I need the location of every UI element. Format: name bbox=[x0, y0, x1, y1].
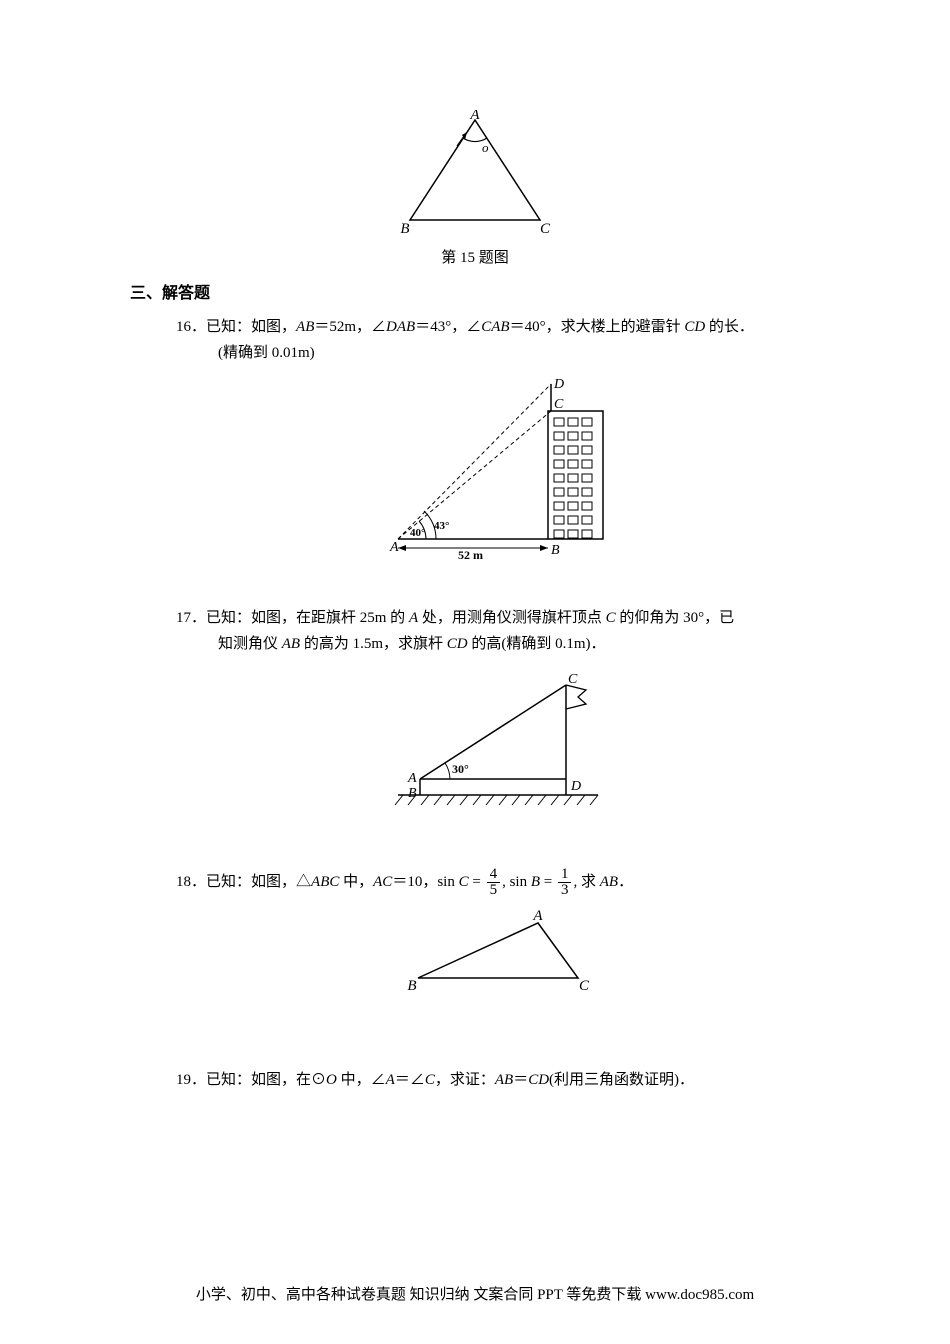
fig15-svg: A B C o bbox=[385, 110, 565, 240]
fig18-B: B bbox=[407, 978, 416, 994]
p16-paren: (精确到 0.01m) bbox=[176, 341, 820, 367]
p18-sinCp: sin bbox=[437, 874, 458, 890]
fig18-container: A B C bbox=[176, 908, 820, 998]
p19-CD: CD bbox=[528, 1072, 549, 1088]
p17-A: A bbox=[409, 610, 418, 626]
p18-findp: , 求 bbox=[573, 874, 599, 890]
fig15-label-A: A bbox=[469, 110, 480, 123]
problem-16: 16．已知：如图，AB＝52m，∠DAB＝43°，∠CAB＝40°，求大楼上的避… bbox=[176, 315, 820, 566]
fig18-A: A bbox=[532, 908, 543, 924]
p16-abeq: ＝52m， bbox=[314, 319, 371, 335]
fig15-container: A B C o 第 15 题图 bbox=[130, 110, 820, 267]
p17-t2: 处，用测角仪测得旗杆顶点 bbox=[418, 610, 606, 626]
p18-AC: AC bbox=[373, 874, 392, 890]
fig17-A: A bbox=[407, 771, 417, 786]
p18-sinBp: sin bbox=[510, 874, 531, 890]
p18-fracC: 45 bbox=[487, 867, 501, 898]
p19-t2: 中，∠ bbox=[337, 1072, 386, 1088]
fig17-D: D bbox=[570, 779, 581, 794]
p17-AB: AB bbox=[282, 636, 300, 652]
fig16-B: B bbox=[551, 543, 560, 558]
problem-18: 18．已知：如图，△ABC 中，AC＝10，sin C = 45, sin B … bbox=[176, 867, 820, 998]
fig16-container: A B C D 40° 43° 52 m bbox=[176, 376, 820, 566]
fig17-svg: A B C D 30° bbox=[378, 667, 618, 817]
p16-cabeq: ＝40°，求大楼上的避雷针 bbox=[510, 319, 685, 335]
p19-num: 19． bbox=[176, 1072, 206, 1088]
fig16-40: 40° bbox=[410, 527, 425, 539]
p18-comma1: , bbox=[502, 874, 510, 890]
p16-cd: CD bbox=[684, 319, 705, 335]
page: A B C o 第 15 题图 三、解答题 16．已知：如图，AB＝52m，∠D… bbox=[0, 0, 950, 1344]
p19-O: O bbox=[326, 1072, 337, 1088]
fig15-label-o: o bbox=[482, 140, 489, 155]
p16-dab: DAB bbox=[386, 319, 415, 335]
p17-t1: 已知：如图，在距旗杆 25m 的 bbox=[206, 610, 409, 626]
p19-t6: (利用三角函数证明)． bbox=[549, 1072, 694, 1088]
p16-dabp: ∠ bbox=[371, 319, 386, 335]
p16-dabeq: ＝43°， bbox=[415, 319, 466, 335]
p18-ABC: ABC bbox=[311, 874, 339, 890]
p17-CD: CD bbox=[447, 636, 468, 652]
p17-l2c: 的高(精确到 0.1m)． bbox=[468, 636, 606, 652]
fig15-caption: 第 15 题图 bbox=[441, 246, 509, 267]
p17-t3: 的仰角为 30°，已 bbox=[616, 610, 735, 626]
p18-AB: AB bbox=[600, 874, 618, 890]
fig17-B: B bbox=[408, 786, 417, 801]
fig18-svg: A B C bbox=[398, 908, 598, 998]
p19-t1: 已知：如图，在⊙ bbox=[206, 1072, 326, 1088]
p18-eq2: = bbox=[540, 874, 556, 890]
p16-tail: 的长． bbox=[705, 319, 754, 335]
p17-num: 17． bbox=[176, 610, 206, 626]
p18-Cvar: C bbox=[459, 874, 469, 890]
p18-sinCd: 5 bbox=[487, 883, 501, 898]
p18-t2: 中， bbox=[339, 874, 373, 890]
problem-17: 17．已知：如图，在距旗杆 25m 的 A 处，用测角仪测得旗杆顶点 C 的仰角… bbox=[176, 606, 820, 817]
fig17-container: A B C D 30° bbox=[176, 667, 820, 817]
fig16-52m: 52 m bbox=[458, 548, 483, 562]
fig15-label-B: B bbox=[400, 221, 409, 237]
p17-l2b: 的高为 1.5m，求旗杆 bbox=[300, 636, 447, 652]
p19-t4: ，求证： bbox=[435, 1072, 495, 1088]
p19-A: A bbox=[386, 1072, 395, 1088]
p18-period: ． bbox=[618, 874, 633, 890]
fig17-30: 30° bbox=[452, 762, 469, 776]
fig16-A: A bbox=[389, 540, 399, 555]
p18-num: 18． bbox=[176, 874, 206, 890]
p16-cab: CAB bbox=[481, 319, 509, 335]
p17-line2: 知测角仪 AB 的高为 1.5m，求旗杆 CD 的高(精确到 0.1m)． bbox=[176, 632, 820, 658]
p19-t5: ＝ bbox=[513, 1072, 528, 1088]
p18-sinBd: 3 bbox=[558, 883, 572, 898]
section3-title: 三、解答题 bbox=[130, 279, 820, 303]
p16-cabp: ∠ bbox=[466, 319, 481, 335]
p17-C: C bbox=[606, 610, 616, 626]
p18-aceq: ＝10， bbox=[392, 874, 437, 890]
fig17-C: C bbox=[568, 672, 578, 687]
p18-sinBn: 1 bbox=[558, 867, 572, 883]
p16-ab: AB bbox=[296, 319, 314, 335]
page-footer: 小学、初中、高中各种试卷真题 知识归纳 文案合同 PPT 等免费下载 www.d… bbox=[0, 1283, 950, 1304]
p18-Bvar: B bbox=[531, 874, 540, 890]
p18-sinCn: 4 bbox=[487, 867, 501, 883]
p16-t1: 已知：如图， bbox=[206, 319, 296, 335]
fig16-43: 43° bbox=[434, 520, 449, 532]
p19-C: C bbox=[425, 1072, 435, 1088]
p18-fracB: 13 bbox=[558, 867, 572, 898]
p18-t1: 已知：如图，△ bbox=[206, 874, 311, 890]
fig16-D: D bbox=[553, 377, 564, 392]
fig16-svg: A B C D 40° 43° 52 m bbox=[368, 376, 628, 566]
p18-eq1: = bbox=[469, 874, 485, 890]
p16-num: 16． bbox=[176, 319, 206, 335]
fig15-label-C: C bbox=[540, 221, 551, 237]
p19-t3: ＝∠ bbox=[395, 1072, 425, 1088]
problem-19: 19．已知：如图，在⊙O 中，∠A＝∠C，求证：AB＝CD(利用三角函数证明)． bbox=[176, 1068, 820, 1094]
fig16-C: C bbox=[554, 397, 564, 412]
p17-l2a: 知测角仪 bbox=[218, 636, 282, 652]
p19-AB: AB bbox=[495, 1072, 513, 1088]
fig18-C: C bbox=[579, 978, 590, 994]
